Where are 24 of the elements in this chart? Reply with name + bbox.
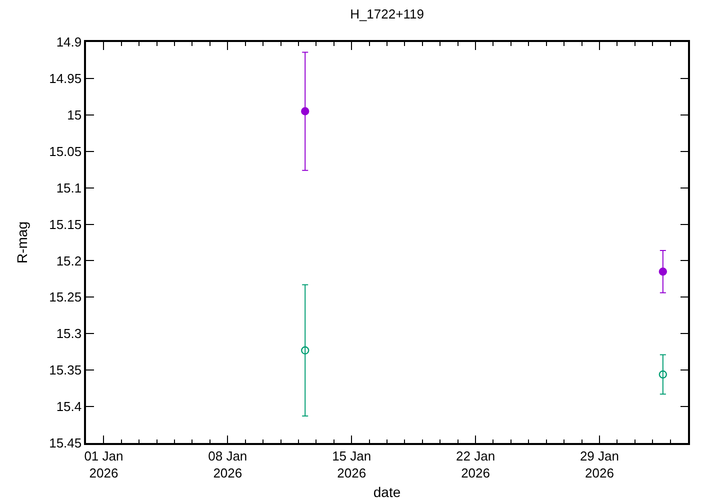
x-tick-label: 22 Jan 2026 [456,448,496,480]
x-tick-label: 29 Jan 2026 [580,448,619,480]
y-tick-label: 15 [67,107,82,122]
chart-title: H_1722+119 [350,6,424,22]
y-tick-label: 15.35 [49,362,82,378]
x-axis-title: date [373,484,401,500]
point [301,107,310,116]
y-tick-label: 14.95 [49,71,82,86]
y-tick-label: 15.05 [49,144,82,159]
x-tick-label: 08 Jan 2026 [208,448,248,480]
y-tick-label: 15.15 [49,216,82,232]
y-tick-label: 15.3 [56,326,82,342]
x-tick-label: 01 Jan 2026 [84,448,124,480]
y-tick-label: 15.4 [56,399,82,414]
y-axis-title: R-mag [14,221,30,264]
y-tick-label: 15.1 [56,180,82,196]
y-tick-label: 15.25 [49,290,82,305]
y-tick-label: 14.9 [56,34,82,50]
point [658,268,668,276]
y-tick-label: 15.2 [56,253,82,268]
y-tick-label: 15.45 [49,436,82,451]
point [658,370,668,379]
point [301,346,310,355]
x-tick-label: 15 Jan 2026 [332,448,372,480]
